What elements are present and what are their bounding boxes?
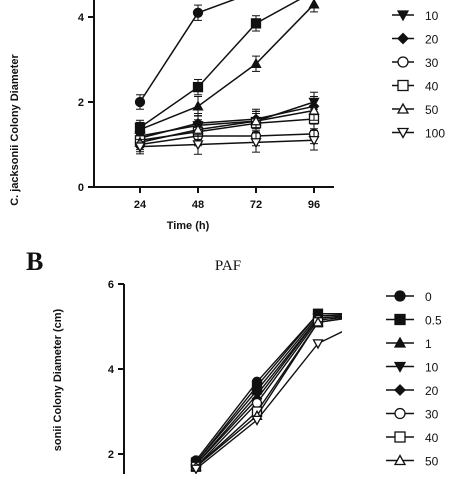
panel-b-letter: B	[26, 247, 43, 276]
panel-a-data-point	[250, 57, 262, 68]
panel-a-legend-label: 40	[425, 80, 439, 94]
panel-b-y-tick-label: 2	[108, 449, 114, 461]
panel-b-data-point	[375, 309, 384, 318]
panel-b-legend-marker	[393, 336, 407, 348]
panel-a-legend-label: 20	[425, 33, 439, 47]
panel-b-data-point	[312, 339, 324, 350]
panel-b-data-point	[375, 309, 384, 317]
panel-b-series-line	[195, 313, 342, 461]
panel-b-legend-marker	[394, 384, 406, 396]
panel-a-legend-label: 100	[425, 127, 445, 141]
panel-a-y-tick-label: 0	[78, 182, 84, 194]
panel-b-title: PAF	[215, 258, 241, 274]
panel-b-data-point	[312, 316, 324, 327]
panel-a-x-tick-label: 48	[192, 199, 204, 211]
panel-b-legend-label: 50	[425, 455, 439, 469]
panel-a-series-line	[139, 0, 236, 103]
panel-b-data-point	[375, 309, 384, 318]
panel-b-series-line	[195, 316, 342, 468]
panel-a-y-tick-label: 2	[78, 97, 84, 109]
panel-b-legend-label: 40	[425, 431, 439, 445]
panel-a-series-line	[139, 3, 315, 131]
panel-a-legend-marker	[397, 56, 409, 68]
panel-b-legend-label: 0.5	[425, 314, 442, 328]
panel-b-series-line	[195, 318, 342, 468]
panel-b-legend-label: 30	[425, 408, 439, 422]
panel-b: B PAF sonii Colony Diameter (cm) 2 4 6 0 0.5…	[26, 247, 442, 474]
panel-b-data-point	[375, 309, 384, 318]
panel-a-legend-marker	[396, 10, 410, 22]
panel-a-x-tick-label: 24	[134, 199, 147, 211]
panel-b-legend-marker	[394, 313, 406, 326]
panel-a-data-point	[192, 7, 204, 18]
panel-b-series-line	[195, 315, 342, 466]
panel-a-plot-area	[134, 0, 320, 155]
panel-b-legend-label: 1	[425, 337, 432, 351]
panel-b-legend-label: 20	[425, 384, 439, 398]
panel-a-data-point	[250, 18, 262, 29]
panel-b-legend-marker	[394, 290, 406, 302]
panel-a-data-point	[192, 140, 204, 151]
panel-a: C. jacksonii Colony Diameter Time (h) 0 2…	[9, 0, 445, 232]
panel-a-data-point	[192, 123, 204, 134]
panel-a-series-line	[139, 139, 315, 148]
panel-a-data-point	[192, 100, 204, 111]
panel-a-series-line	[139, 0, 301, 129]
panel-a-data-point	[192, 81, 204, 93]
panel-b-data-point	[375, 310, 384, 318]
panel-b-series-line	[195, 331, 342, 470]
panel-b-legend-marker	[393, 361, 407, 373]
panel-b-series-line	[195, 318, 342, 468]
panel-b-y-axis-label: sonii Colony Diameter (cm)	[52, 308, 64, 451]
panel-b-data-point	[190, 464, 202, 474]
panel-a-data-point	[308, 0, 320, 9]
panel-a-series-line	[139, 109, 315, 144]
panel-a-data-point	[308, 104, 320, 115]
panel-a-legend-label: 50	[425, 103, 439, 117]
panel-a-data-point	[134, 142, 146, 153]
panel-a-legend-marker	[397, 32, 409, 45]
panel-a-series-line	[139, 105, 315, 139]
panel-a-x-tick-label: 96	[308, 199, 320, 211]
panel-b-series-line	[195, 314, 342, 463]
panel-a-x-tick-label: 72	[250, 199, 262, 211]
panel-b-data-point	[375, 309, 384, 318]
panel-a-legend-marker	[397, 79, 409, 92]
panel-b-data-point	[375, 309, 384, 317]
panel-a-data-point	[250, 138, 262, 149]
panel-b-legend-marker	[394, 431, 406, 443]
panel-b-data-point	[375, 310, 384, 318]
panel-a-legend-marker	[396, 127, 410, 139]
panel-a-legend-label: 30	[425, 56, 439, 70]
panel-a-x-axis-label: Time (h)	[167, 220, 210, 232]
panel-b-plot-area	[190, 308, 384, 474]
panel-b-series-line	[195, 315, 342, 466]
panel-a-y-axis-label: C. jacksonii Colony Diameter	[9, 53, 21, 205]
panel-a-legend-marker	[396, 102, 410, 114]
panel-b-legend-label: 0	[425, 290, 432, 304]
panel-b-series-line	[195, 313, 342, 463]
panel-a-data-point	[308, 135, 320, 147]
panel-b-legend-label: 10	[425, 361, 439, 375]
panel-b-legend-marker	[393, 454, 407, 466]
panel-b-y-tick-label: 6	[108, 279, 114, 291]
panel-a-legend-label: 10	[425, 9, 439, 23]
panel-a-y-tick-label: 4	[78, 12, 85, 24]
panel-b-y-tick-label: 4	[108, 364, 115, 376]
panel-b-data-point	[251, 415, 263, 426]
panel-b-data-point	[375, 309, 384, 318]
panel-a-series-line	[139, 133, 315, 146]
panel-a-data-point	[134, 96, 146, 108]
panel-a-data-point	[250, 115, 262, 126]
panel-b-legend-marker	[394, 407, 406, 420]
